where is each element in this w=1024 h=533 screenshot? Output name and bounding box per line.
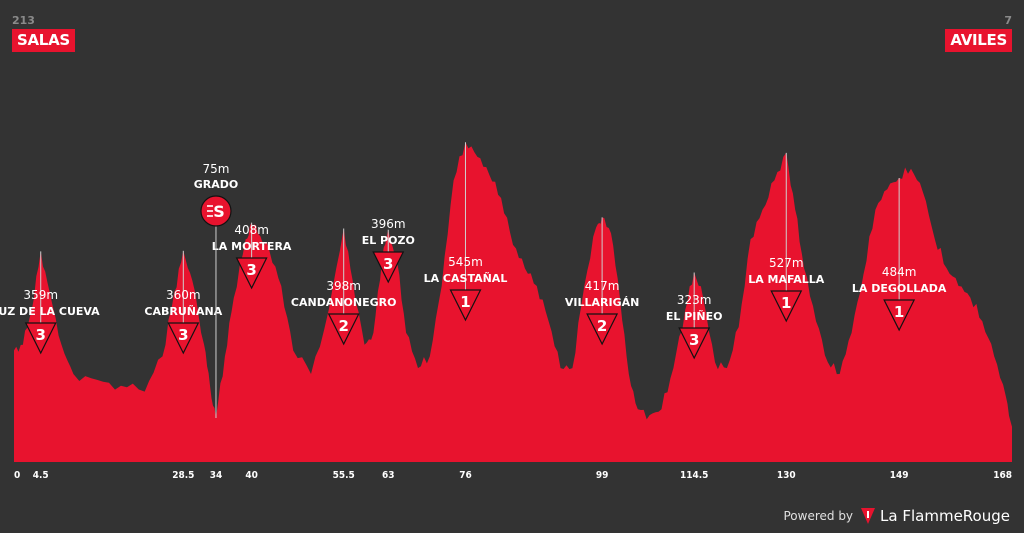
km-tick-label: 130 — [777, 470, 796, 481]
climb-altitude-label: 396m — [371, 217, 406, 231]
climb-category-icon — [586, 313, 619, 346]
start-km: 213 — [12, 14, 35, 27]
km-tick-label: 63 — [382, 470, 395, 481]
climb-name-label: CABRUÑANA — [144, 305, 222, 318]
climb-name-label: LA DEGOLLADA — [852, 282, 947, 295]
climb-altitude-label: 408m — [234, 223, 269, 237]
flamme-rouge-logo-icon — [861, 508, 876, 524]
km-tick-label: 114.5 — [680, 470, 708, 481]
powered-by-label: Powered by — [783, 509, 854, 523]
climb-category-icon — [235, 257, 268, 290]
start-name-badge: SALAS — [12, 29, 75, 52]
climb-category-icon — [678, 327, 711, 360]
km-tick-label: 0 — [14, 470, 20, 481]
km-tick-label: 76 — [459, 470, 472, 481]
climb-category-icon — [327, 313, 360, 346]
km-tick-label: 28.5 — [172, 470, 194, 481]
climb-altitude-label: 417m — [585, 279, 620, 293]
climb-altitude-label: 323m — [677, 293, 712, 307]
elevation-profile-area — [14, 142, 1012, 463]
climb-name-label: CANDANONEGRO — [291, 296, 397, 309]
finish-info: 7 AVILES — [945, 14, 1012, 52]
climb-name-label: EL PIÑEO — [666, 310, 723, 323]
climb-category-label: 1 — [894, 303, 904, 321]
climb-category-label: 1 — [781, 294, 791, 312]
climb-category-icon — [372, 251, 405, 284]
finish-name-badge: AVILES — [945, 29, 1012, 52]
sprint-altitude-label: 75m — [202, 162, 229, 176]
sprint-name-label: GRADO — [194, 178, 239, 191]
climb-category-label: 2 — [597, 317, 607, 335]
km-tick-label: 99 — [596, 470, 609, 481]
climb-altitude-label: 359m — [23, 288, 58, 302]
climb-name-label: LA MORTERA — [212, 240, 292, 253]
climb-category-label: 1 — [460, 293, 470, 311]
km-tick-label: 4.5 — [33, 470, 49, 481]
climb-altitude-label: 527m — [769, 256, 804, 270]
climb-altitude-label: 360m — [166, 288, 201, 302]
sprint-symbol-label: S — [213, 202, 225, 221]
climb-category-icon — [883, 299, 916, 332]
climb-name-label: EL POZO — [362, 234, 415, 247]
climb-category-icon — [167, 322, 200, 355]
climb-altitude-label: 484m — [882, 265, 917, 279]
km-tick-label: 55.5 — [333, 470, 355, 481]
climb-altitude-label: 545m — [448, 255, 483, 269]
sprint-icon — [200, 195, 232, 227]
climb-category-label: 2 — [338, 317, 348, 335]
footer: Powered by La FlammeRouge — [783, 507, 1010, 525]
climb-name-label: LA MAFALLA — [748, 273, 825, 286]
finish-km: 7 — [1004, 14, 1012, 27]
climb-name-label: LA CASTAÑAL — [424, 272, 508, 285]
climb-category-icon — [449, 289, 482, 322]
climb-category-label: 3 — [383, 255, 393, 273]
climb-category-label: 3 — [689, 331, 699, 349]
climb-altitude-label: 398m — [326, 279, 361, 293]
climb-name-label: VILLARIGÁN — [565, 296, 639, 309]
km-tick-label: 168 — [993, 470, 1012, 481]
climb-category-icon — [24, 322, 57, 355]
climb-category-label: 3 — [246, 261, 256, 279]
climb-name-label: CRUZ DE LA CUEVA — [0, 305, 100, 318]
km-tick-label: 149 — [890, 470, 909, 481]
brand-name: La FlammeRouge — [880, 507, 1010, 525]
km-tick-label: 34 — [210, 470, 223, 481]
climb-category-icon — [770, 290, 803, 323]
start-info: 213 SALAS — [12, 14, 75, 52]
km-tick-label: 40 — [245, 470, 258, 481]
climb-category-label: 3 — [178, 326, 188, 344]
climb-category-label: 3 — [36, 326, 46, 344]
